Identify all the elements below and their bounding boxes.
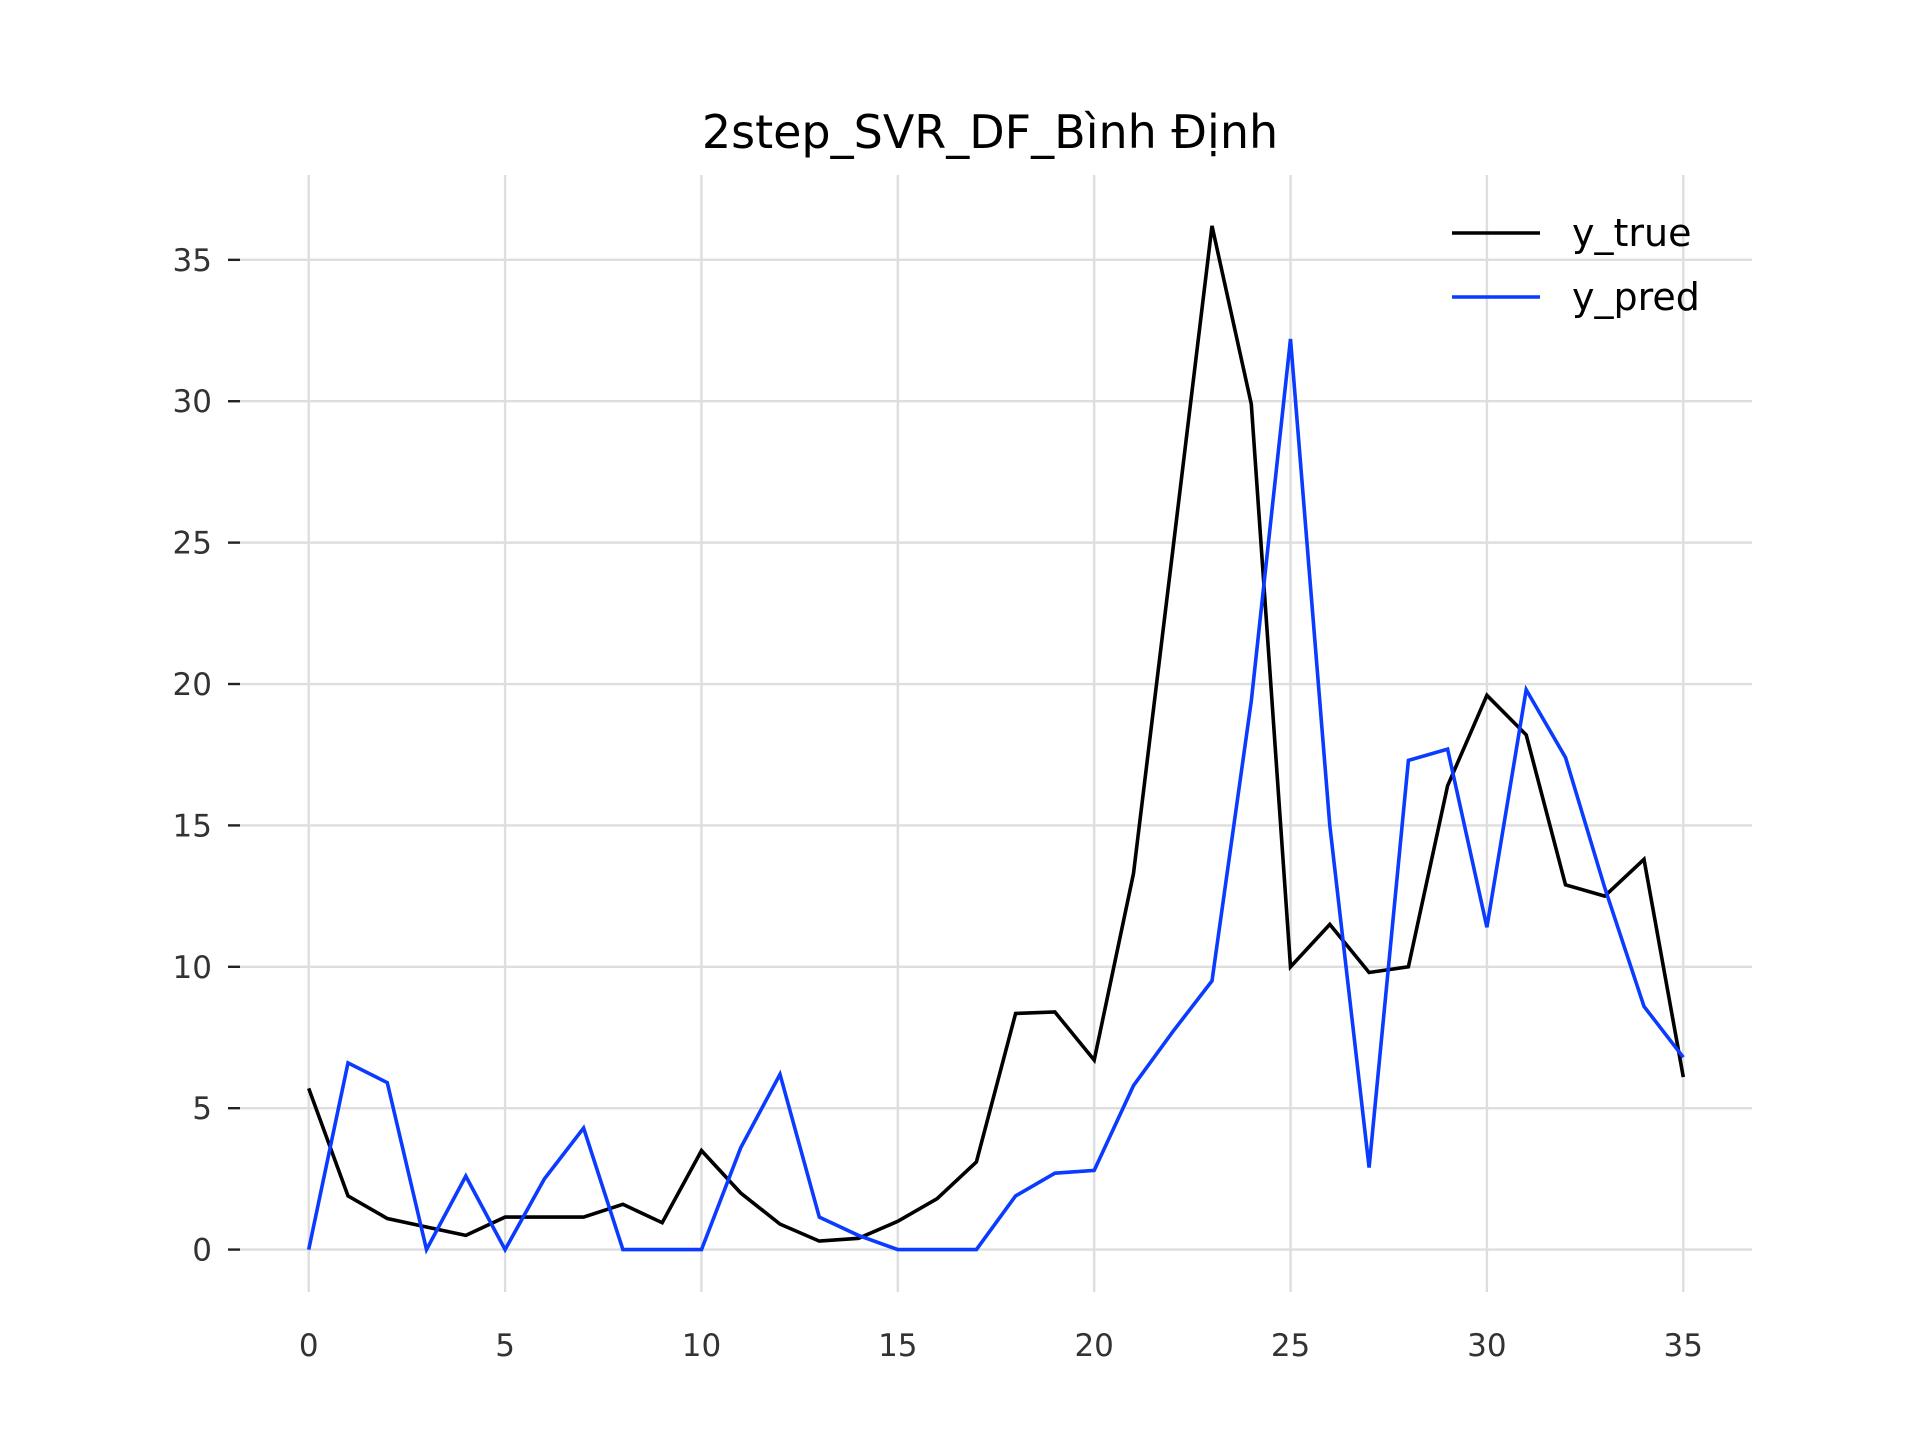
y-tick-label-10: 10	[173, 950, 212, 986]
x-tick-label-15: 15	[878, 1328, 917, 1364]
y-tick-label-35: 35	[173, 243, 212, 279]
series-line-y_pred	[306, 338, 1685, 1255]
x-tick-label-0: 0	[299, 1328, 319, 1364]
axis-ticks: 0 5 10 15 20 25 30 35 0 5 10 15 20 25 30 35	[173, 243, 1703, 1364]
series-line-y_true	[307, 225, 1686, 1243]
x-tick-label-20: 20	[1074, 1328, 1113, 1364]
y-tick-label-5: 5	[192, 1091, 212, 1127]
legend: y_true y_pred	[1452, 211, 1700, 319]
series-lines	[306, 225, 1686, 1255]
y-tick-label-15: 15	[173, 808, 212, 844]
y-tick-label-30: 30	[173, 384, 212, 420]
x-tick-label-5: 5	[495, 1328, 515, 1364]
x-tick-label-35: 35	[1664, 1328, 1703, 1364]
x-tick-label-10: 10	[682, 1328, 721, 1364]
y-tick-label-25: 25	[173, 526, 212, 562]
x-tick-label-30: 30	[1467, 1328, 1506, 1364]
y-tick-label-20: 20	[173, 667, 212, 703]
chart-title: 2step_SVR_DF_Bình Định	[702, 105, 1278, 159]
legend-label-y_pred: y_pred	[1572, 275, 1700, 319]
legend-label-y_true: y_true	[1572, 211, 1691, 255]
y-tick-label-0: 0	[192, 1233, 212, 1269]
x-tick-label-25: 25	[1271, 1328, 1310, 1364]
